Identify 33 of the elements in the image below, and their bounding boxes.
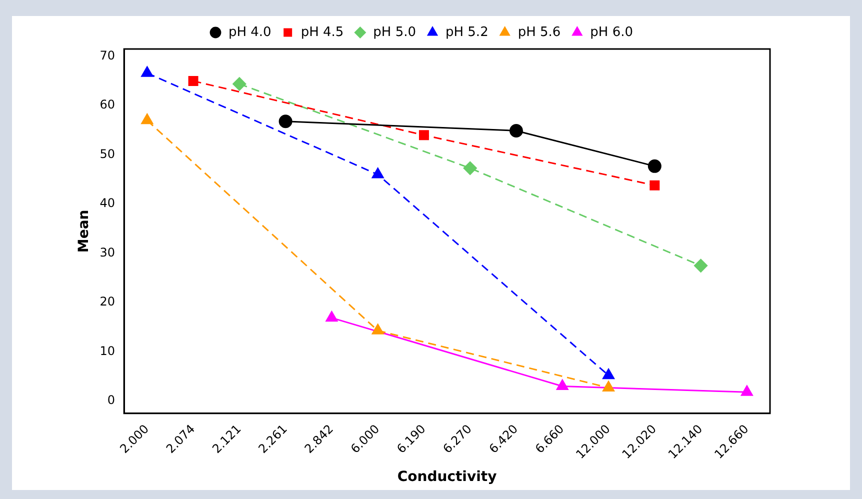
point [556,380,568,390]
legend-label: pH 5.6 [518,24,561,40]
y-tick-label: 70 [100,48,116,63]
point [418,130,429,140]
point [232,77,246,91]
point [509,124,523,138]
point [463,161,477,175]
point [694,258,708,272]
legend-label: pH 4.5 [300,24,344,40]
point [650,180,660,190]
y-tick-label: 0 [107,393,116,408]
x-axis-title: Conductivity [397,469,497,486]
legend-label: pH 5.0 [373,24,416,40]
point [602,380,614,392]
point [188,76,198,86]
y-tick-label: 40 [100,196,116,210]
point [372,324,384,334]
point [740,385,753,396]
y-tick-label: 60 [100,98,116,112]
point [141,114,154,124]
point [278,114,292,128]
point [326,311,338,322]
y-tick-label: 30 [100,245,116,260]
y-tick-label: 20 [100,294,116,309]
legend-label: pH 5.2 [446,24,488,40]
legend-label: pH 4.0 [228,24,272,40]
legend-label: pH 6.0 [590,24,634,40]
y-tick-label: 10 [100,344,116,358]
y-axis-title: Mean [76,210,92,253]
point [648,159,662,173]
point [602,368,614,380]
y-tick-label: 50 [100,146,116,161]
point [372,168,384,178]
